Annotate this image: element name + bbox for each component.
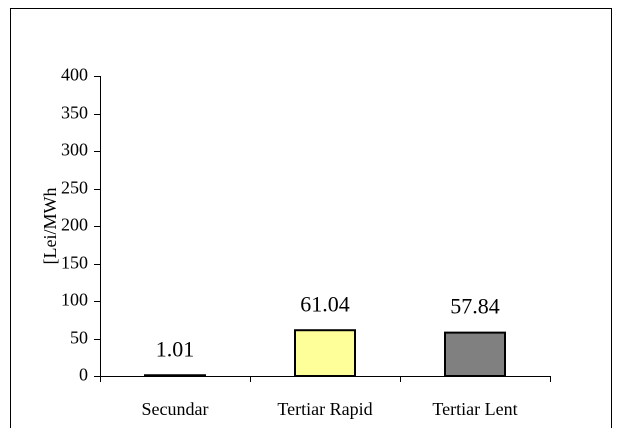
y-tick-label: 350 xyxy=(61,103,88,123)
y-tick-label: 200 xyxy=(61,215,88,235)
y-tick-label: 100 xyxy=(61,290,88,310)
y-tick-label: 50 xyxy=(70,328,88,348)
y-tick-label: 400 xyxy=(61,65,88,85)
y-tick-label: 300 xyxy=(61,140,88,160)
data-label: 61.04 xyxy=(300,291,350,316)
bar xyxy=(444,331,506,377)
y-tick-label: 250 xyxy=(61,178,88,198)
y-tick-label: 0 xyxy=(79,365,88,385)
bar xyxy=(294,329,356,377)
y-axis-label: [Lei/MWh xyxy=(40,188,60,265)
x-tick-label: Secundar xyxy=(142,399,209,419)
data-label: 57.84 xyxy=(450,294,500,319)
y-tick-label: 150 xyxy=(61,253,88,273)
bar xyxy=(144,374,206,377)
data-label: 1.01 xyxy=(156,336,195,361)
x-tick-label: Tertiar Rapid xyxy=(277,399,372,419)
x-tick-label: Tertiar Lent xyxy=(432,399,517,419)
